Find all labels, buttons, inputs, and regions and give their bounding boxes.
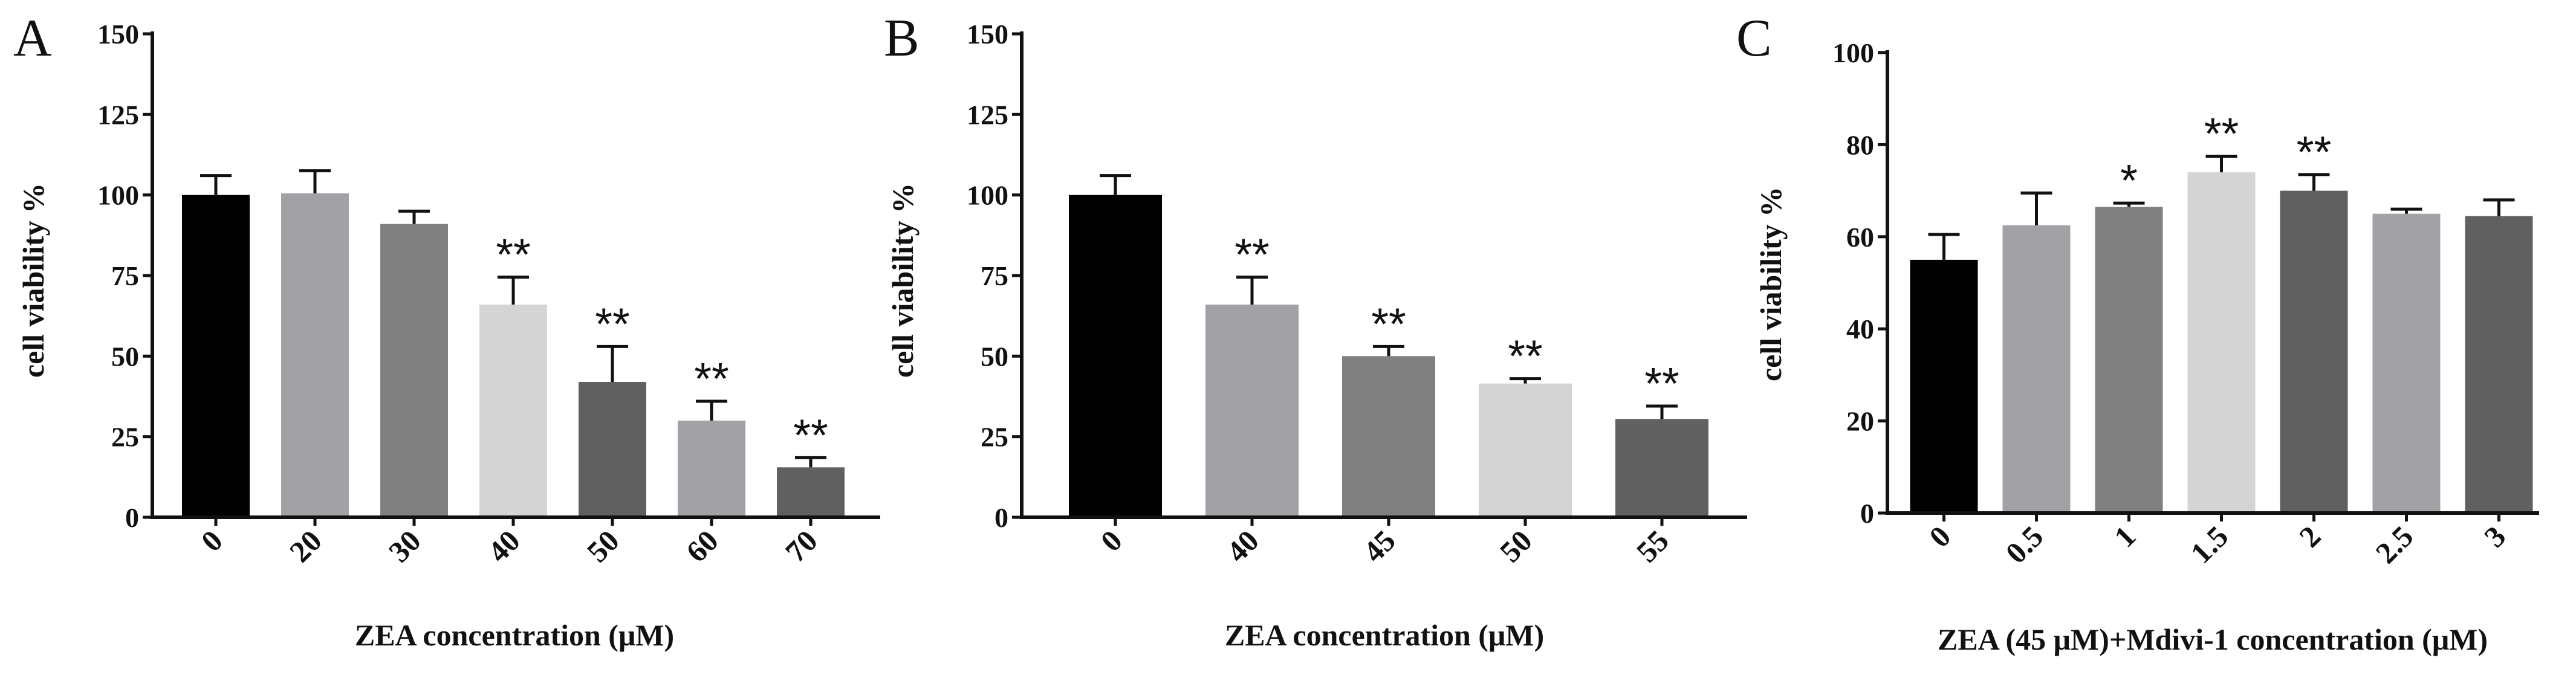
significance-label-1.5: ** bbox=[2204, 108, 2239, 158]
significance-label-2: ** bbox=[2297, 127, 2332, 177]
bar-40 bbox=[479, 305, 547, 517]
x-axis-title: ZEA (45 μM)+Mdivi-1 concentration (μM) bbox=[1938, 622, 2488, 656]
y-tick-label-75: 75 bbox=[111, 260, 139, 291]
x-tick-label-2.5: 2.5 bbox=[2369, 519, 2419, 570]
y-tick-label-25: 25 bbox=[111, 422, 139, 453]
panel-letter-a: A bbox=[13, 9, 52, 68]
x-tick-label-0: 0 bbox=[195, 523, 229, 558]
bar-2.5 bbox=[2372, 213, 2441, 513]
panel-b: B cell viability % ZEA concentration (μM… bbox=[884, 9, 1747, 652]
y-tick-label-0: 0 bbox=[994, 502, 1008, 533]
x-tick-label-60: 60 bbox=[680, 523, 725, 569]
significance-label-40: ** bbox=[1234, 230, 1270, 280]
bar-60 bbox=[678, 421, 745, 517]
y-tick-label-50: 50 bbox=[111, 341, 139, 372]
significance-label-55: ** bbox=[1644, 358, 1679, 409]
bar-20 bbox=[281, 193, 349, 517]
bar-3 bbox=[2465, 216, 2533, 513]
bar-55 bbox=[1615, 419, 1708, 517]
panel-letter-b: B bbox=[884, 9, 920, 68]
x-tick-label-40: 40 bbox=[1220, 523, 1265, 569]
x-tick-label-0: 0 bbox=[1922, 519, 1957, 554]
y-tick-label-50: 50 bbox=[981, 341, 1008, 372]
panel-c: C cell viability % ZEA (45 μM)+Mdivi-1 c… bbox=[1736, 9, 2539, 656]
x-tick-label-1: 1 bbox=[2107, 519, 2142, 554]
x-tick-label-55: 55 bbox=[1630, 523, 1675, 569]
significance-label-45: ** bbox=[1371, 299, 1406, 349]
x-tick-label-2: 2 bbox=[2292, 519, 2327, 554]
panel-a: A cell viability % ZEA concentration (μM… bbox=[13, 9, 880, 652]
y-tick-label-100: 100 bbox=[1832, 37, 1874, 68]
y-tick-label-100: 100 bbox=[97, 180, 139, 211]
y-tick-label-60: 60 bbox=[1846, 222, 1874, 253]
significance-label-60: ** bbox=[694, 354, 729, 404]
bar-1.5 bbox=[2187, 172, 2256, 513]
y-tick-label-75: 75 bbox=[981, 260, 1008, 291]
x-tick-label-0.5: 0.5 bbox=[1999, 519, 2049, 570]
y-tick-label-125: 125 bbox=[97, 99, 139, 130]
bar-2 bbox=[2280, 190, 2348, 514]
x-tick-label-20: 20 bbox=[283, 523, 328, 569]
y-axis-title: cell viability % bbox=[16, 183, 50, 378]
bar-0.5 bbox=[2002, 225, 2071, 513]
panel-letter-c: C bbox=[1736, 9, 1772, 68]
significance-label-70: ** bbox=[793, 410, 828, 460]
x-tick-label-1.5: 1.5 bbox=[2184, 519, 2234, 570]
y-tick-label-150: 150 bbox=[97, 19, 139, 50]
bar-50 bbox=[1479, 383, 1572, 517]
bar-0 bbox=[1910, 259, 1978, 513]
y-axis-title: cell viability % bbox=[1754, 187, 1788, 381]
significance-label-40: ** bbox=[496, 230, 531, 280]
y-tick-label-0: 0 bbox=[1860, 498, 1874, 529]
x-axis-title: ZEA concentration (μM) bbox=[355, 618, 674, 652]
x-axis-title: ZEA concentration (μM) bbox=[1225, 618, 1544, 652]
y-tick-label-125: 125 bbox=[967, 99, 1008, 130]
x-tick-label-45: 45 bbox=[1357, 523, 1402, 569]
x-tick-label-70: 70 bbox=[779, 523, 824, 569]
x-tick-label-30: 30 bbox=[382, 523, 427, 569]
bar-30 bbox=[380, 224, 448, 517]
bar-50 bbox=[579, 382, 646, 517]
bar-70 bbox=[777, 467, 845, 517]
bar-45 bbox=[1342, 356, 1435, 517]
y-tick-label-0: 0 bbox=[125, 502, 139, 533]
bar-0 bbox=[182, 195, 250, 518]
y-tick-label-40: 40 bbox=[1846, 314, 1874, 344]
x-tick-label-3: 3 bbox=[2477, 519, 2512, 554]
y-tick-label-80: 80 bbox=[1846, 129, 1874, 160]
y-tick-label-100: 100 bbox=[967, 180, 1008, 211]
x-tick-label-40: 40 bbox=[481, 523, 527, 569]
significance-label-50: ** bbox=[595, 299, 630, 349]
significance-label-1: * bbox=[2120, 155, 2138, 205]
y-tick-label-150: 150 bbox=[967, 19, 1008, 50]
x-tick-label-0: 0 bbox=[1094, 523, 1129, 558]
x-tick-label-50: 50 bbox=[580, 523, 626, 569]
bar-0 bbox=[1069, 195, 1162, 518]
bar-40 bbox=[1205, 305, 1299, 517]
y-tick-label-25: 25 bbox=[981, 422, 1008, 453]
significance-label-50: ** bbox=[1508, 331, 1543, 381]
x-tick-label-50: 50 bbox=[1493, 523, 1539, 569]
y-axis-title: cell viability % bbox=[886, 183, 920, 378]
bar-1 bbox=[2095, 207, 2163, 513]
y-tick-label-20: 20 bbox=[1846, 406, 1874, 437]
